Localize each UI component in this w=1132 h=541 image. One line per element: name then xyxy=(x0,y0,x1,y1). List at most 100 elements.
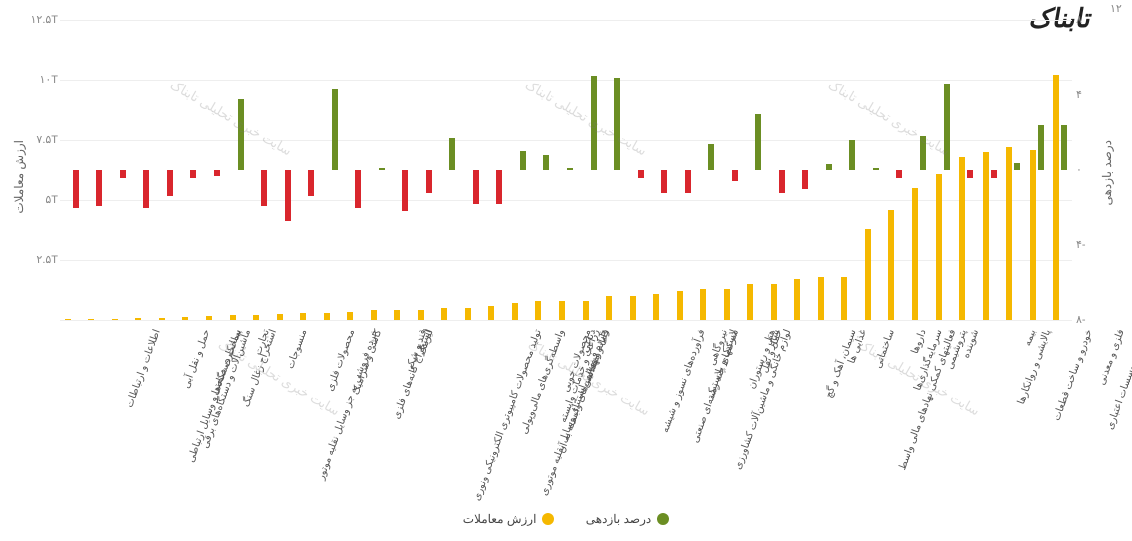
legend-label-value: ارزش معاملات xyxy=(463,512,537,526)
value-bar xyxy=(465,308,471,320)
return-bar xyxy=(732,170,738,181)
return-bar xyxy=(944,84,950,170)
value-bar xyxy=(936,174,942,320)
page-root: تابناک ۱۲ ارزش معاملات درصد بازدهی ۲.۵T۵… xyxy=(0,0,1132,541)
ytick-right: ۰ xyxy=(1076,163,1096,176)
return-bar xyxy=(849,140,855,170)
return-bar xyxy=(426,170,432,193)
ytick-right: ۴ xyxy=(1076,88,1096,101)
return-bar xyxy=(614,78,620,170)
return-bar xyxy=(755,114,761,170)
return-bar xyxy=(332,89,338,170)
value-bar xyxy=(65,319,71,320)
return-bar xyxy=(967,170,973,178)
return-bar xyxy=(567,168,573,170)
return-bar xyxy=(1061,125,1067,170)
value-bar xyxy=(794,279,800,320)
return-bar xyxy=(261,170,267,206)
ytick-left: ۷.۵T xyxy=(28,133,58,146)
return-bar xyxy=(496,170,502,204)
value-bar xyxy=(112,319,118,320)
return-bar xyxy=(685,170,691,193)
value-bar xyxy=(182,317,188,320)
value-bar xyxy=(371,310,377,320)
return-bar xyxy=(802,170,808,189)
value-bar xyxy=(677,291,683,320)
value-bar xyxy=(135,318,141,320)
value-bar xyxy=(841,277,847,320)
return-bar xyxy=(543,155,549,170)
value-bar xyxy=(88,319,94,320)
return-bar xyxy=(449,138,455,170)
value-bar xyxy=(159,318,165,320)
legend: درصد بازدهی ارزش معاملات xyxy=(0,512,1132,528)
category-label: منسوجات xyxy=(285,328,309,370)
legend-item-value: ارزش معاملات xyxy=(463,512,555,526)
return-bar xyxy=(238,99,244,170)
return-bar xyxy=(638,170,644,178)
return-bar xyxy=(991,170,997,178)
return-bar xyxy=(920,136,926,170)
category-label: استخراج کانه‌های فلزی xyxy=(391,328,434,421)
return-bar xyxy=(214,170,220,176)
value-bar xyxy=(724,289,730,320)
watermark-text: سایت خبری تحلیلی تابناک xyxy=(825,77,952,160)
value-bar xyxy=(771,284,777,320)
right-axis-label: درصد بازدهی xyxy=(1100,140,1114,205)
return-bar xyxy=(379,168,385,170)
grid-line xyxy=(60,320,1072,321)
value-bar xyxy=(959,157,965,320)
value-bar xyxy=(347,312,353,320)
ytick-right: ۸- xyxy=(1076,313,1096,326)
grid-line xyxy=(60,200,1072,201)
ytick-left: ۲.۵T xyxy=(28,253,58,266)
return-bar xyxy=(285,170,291,221)
category-label: ساختمانی xyxy=(873,328,897,370)
return-bar xyxy=(120,170,126,178)
value-bar xyxy=(300,313,306,320)
return-bar xyxy=(143,170,149,208)
legend-item-return: درصد بازدهی xyxy=(586,512,669,526)
value-bar xyxy=(488,306,494,320)
return-bar xyxy=(1014,163,1020,171)
ytick-left: ۱۲.۵T xyxy=(28,13,58,26)
return-bar xyxy=(308,170,314,196)
legend-label-return: درصد بازدهی xyxy=(586,512,651,526)
value-bar xyxy=(441,308,447,320)
return-bar xyxy=(591,76,597,170)
value-bar xyxy=(535,301,541,320)
return-bar xyxy=(190,170,196,178)
return-bar xyxy=(779,170,785,193)
return-bar xyxy=(73,170,79,208)
value-bar xyxy=(1006,147,1012,320)
legend-swatch-value xyxy=(542,513,554,525)
return-bar xyxy=(520,151,526,170)
return-bar xyxy=(661,170,667,193)
ytick-right: ۴- xyxy=(1076,238,1096,251)
ytick-left: ۵T xyxy=(28,193,58,206)
value-bar xyxy=(865,229,871,320)
value-bar xyxy=(983,152,989,320)
value-bar xyxy=(1053,75,1059,320)
grid-line xyxy=(60,80,1072,81)
return-bar xyxy=(1038,125,1044,170)
value-bar xyxy=(1030,150,1036,320)
value-bar xyxy=(700,289,706,320)
value-bar xyxy=(606,296,612,320)
grid-line xyxy=(60,20,1072,21)
category-label: اطلاعات و ارتباطات xyxy=(124,328,163,409)
value-bar xyxy=(206,316,212,320)
value-bar xyxy=(418,310,424,320)
category-label: خودرو و ساخت قطعات xyxy=(1051,328,1094,422)
grid-line xyxy=(60,260,1072,261)
value-bar xyxy=(888,210,894,320)
ytick-left: ۱۰T xyxy=(28,73,58,86)
value-bar xyxy=(912,188,918,320)
return-bar xyxy=(355,170,361,208)
category-label: حمل و نقل آبی xyxy=(181,328,213,390)
watermark-text: سایت خبری تحلیلی تابناک xyxy=(522,77,649,160)
return-bar xyxy=(167,170,173,196)
value-bar xyxy=(277,314,283,320)
ytick-right: ۸ xyxy=(1076,13,1096,26)
return-bar xyxy=(708,144,714,170)
